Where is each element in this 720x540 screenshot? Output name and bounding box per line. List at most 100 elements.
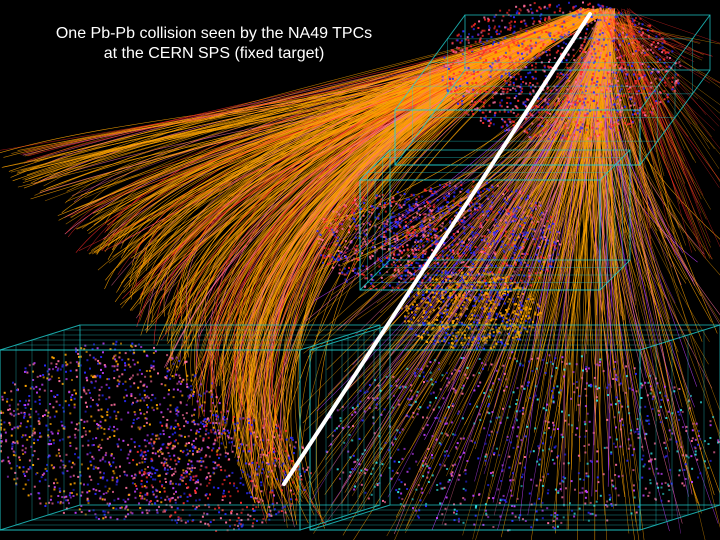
hit	[539, 15, 542, 18]
hit	[108, 425, 111, 428]
hit	[178, 374, 181, 377]
hit	[414, 241, 417, 244]
hit	[520, 268, 523, 271]
hit	[568, 113, 571, 116]
hit	[74, 436, 77, 439]
hit	[519, 287, 522, 290]
hit	[557, 97, 560, 100]
hit	[477, 272, 480, 275]
hit	[517, 332, 520, 335]
hit	[189, 479, 192, 482]
hit	[519, 192, 522, 195]
hit	[465, 245, 468, 248]
hit	[472, 103, 475, 106]
hit	[390, 221, 393, 224]
hit	[399, 204, 402, 207]
hit	[481, 291, 483, 294]
hit	[547, 103, 550, 106]
hit	[183, 362, 186, 365]
hit	[539, 17, 542, 20]
hit	[374, 246, 376, 249]
hit	[465, 67, 468, 70]
hit	[479, 37, 482, 40]
hit	[369, 257, 372, 260]
hit	[561, 114, 563, 117]
hit	[514, 105, 517, 108]
hit	[531, 75, 534, 78]
hit	[456, 281, 459, 284]
hit	[524, 237, 527, 239]
hit	[68, 460, 71, 463]
hit	[506, 208, 509, 211]
hit	[102, 476, 105, 479]
hit	[461, 100, 463, 103]
hit	[659, 76, 662, 79]
track	[28, 12, 590, 171]
hit	[396, 273, 399, 276]
hit	[48, 368, 51, 371]
hit	[480, 224, 483, 227]
hit	[523, 19, 526, 22]
hit	[620, 12, 623, 15]
hit	[433, 318, 436, 321]
track	[57, 15, 583, 216]
hit	[500, 86, 503, 89]
hit	[413, 273, 415, 275]
hit	[664, 81, 667, 84]
hit	[632, 33, 635, 36]
hit	[84, 344, 87, 347]
hit	[566, 99, 569, 102]
hit	[522, 327, 525, 329]
hit	[534, 217, 537, 220]
hit	[454, 235, 457, 238]
hit	[564, 26, 567, 29]
track	[626, 24, 700, 44]
hit	[524, 261, 526, 264]
hit	[609, 85, 611, 88]
hit	[541, 231, 544, 234]
hit	[491, 96, 494, 99]
hit	[392, 232, 395, 235]
hit	[106, 411, 109, 414]
hit	[590, 15, 593, 18]
hit	[397, 270, 400, 273]
hit	[601, 127, 604, 130]
track	[618, 21, 675, 49]
hit	[626, 123, 629, 126]
hit	[514, 20, 516, 23]
hit	[124, 473, 127, 476]
hit	[621, 34, 624, 37]
hit	[469, 299, 472, 302]
hit	[470, 274, 473, 276]
hit	[543, 5, 546, 8]
hit	[354, 228, 357, 231]
hit	[94, 466, 97, 469]
hit	[626, 85, 628, 87]
hit	[560, 31, 563, 34]
hit	[369, 220, 372, 223]
hit	[598, 33, 601, 36]
hit	[426, 322, 429, 325]
hit	[435, 210, 438, 213]
hit	[597, 41, 600, 44]
hit	[618, 33, 621, 36]
hit	[528, 272, 531, 275]
hit	[394, 264, 397, 267]
track	[265, 13, 601, 518]
hit	[415, 239, 418, 242]
hit	[600, 110, 602, 113]
hit	[474, 108, 477, 111]
hit	[457, 299, 460, 302]
hit	[353, 263, 356, 266]
hit	[596, 101, 598, 104]
hit	[114, 343, 117, 346]
hit	[429, 283, 432, 286]
hit	[638, 77, 641, 80]
hit	[169, 481, 172, 484]
hit	[61, 382, 64, 385]
hit	[417, 290, 420, 293]
hit	[485, 287, 487, 290]
hit	[427, 333, 430, 336]
hit	[575, 78, 578, 81]
hit	[677, 82, 680, 85]
